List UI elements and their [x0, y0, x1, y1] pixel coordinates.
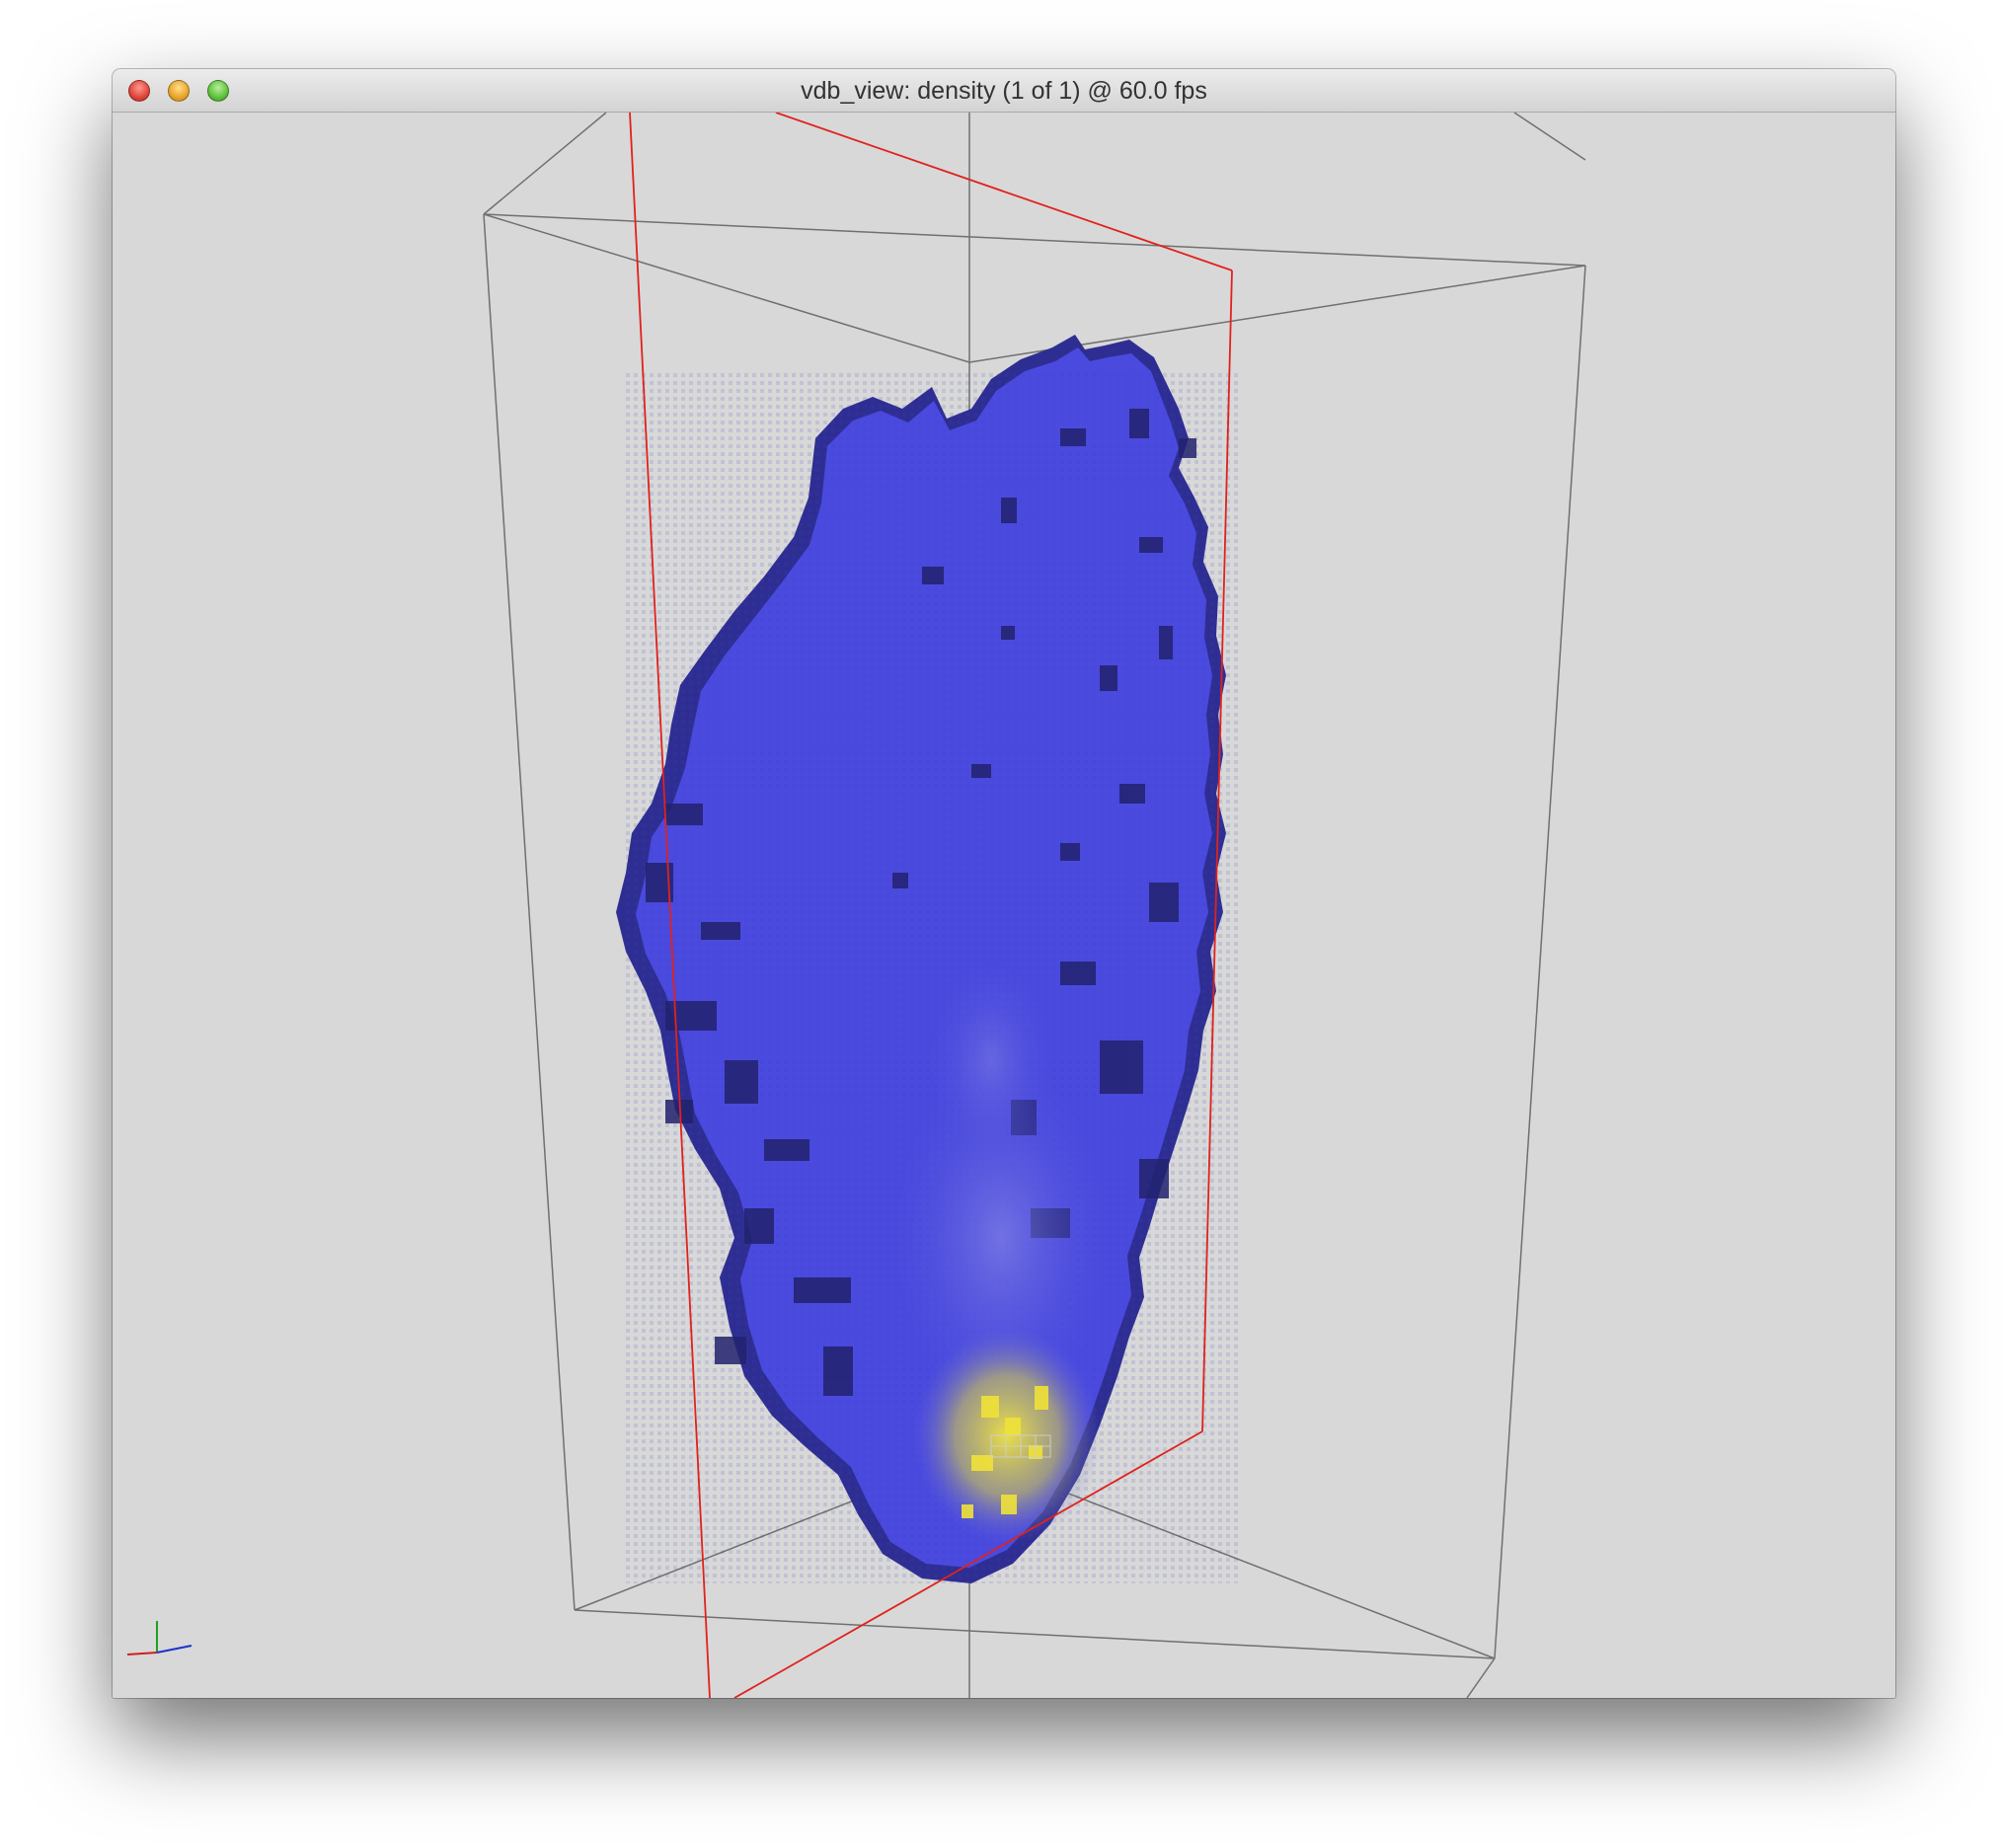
axes-gizmo — [126, 1621, 192, 1656]
inner-bounding-box — [629, 113, 1233, 1698]
title-bar[interactable]: vdb_view: density (1 of 1) @ 60.0 fps — [113, 69, 1895, 113]
window-title: vdb_view: density (1 of 1) @ 60.0 fps — [801, 77, 1207, 105]
zoom-button[interactable] — [207, 80, 229, 102]
3d-viewport[interactable] — [113, 113, 1895, 1698]
vdb-view-window: vdb_view: density (1 of 1) @ 60.0 fps — [113, 69, 1895, 1698]
density-volume — [616, 335, 1238, 1583]
minimize-button[interactable] — [168, 80, 190, 102]
viewport-canvas[interactable] — [113, 113, 1895, 1698]
close-button[interactable] — [128, 80, 150, 102]
